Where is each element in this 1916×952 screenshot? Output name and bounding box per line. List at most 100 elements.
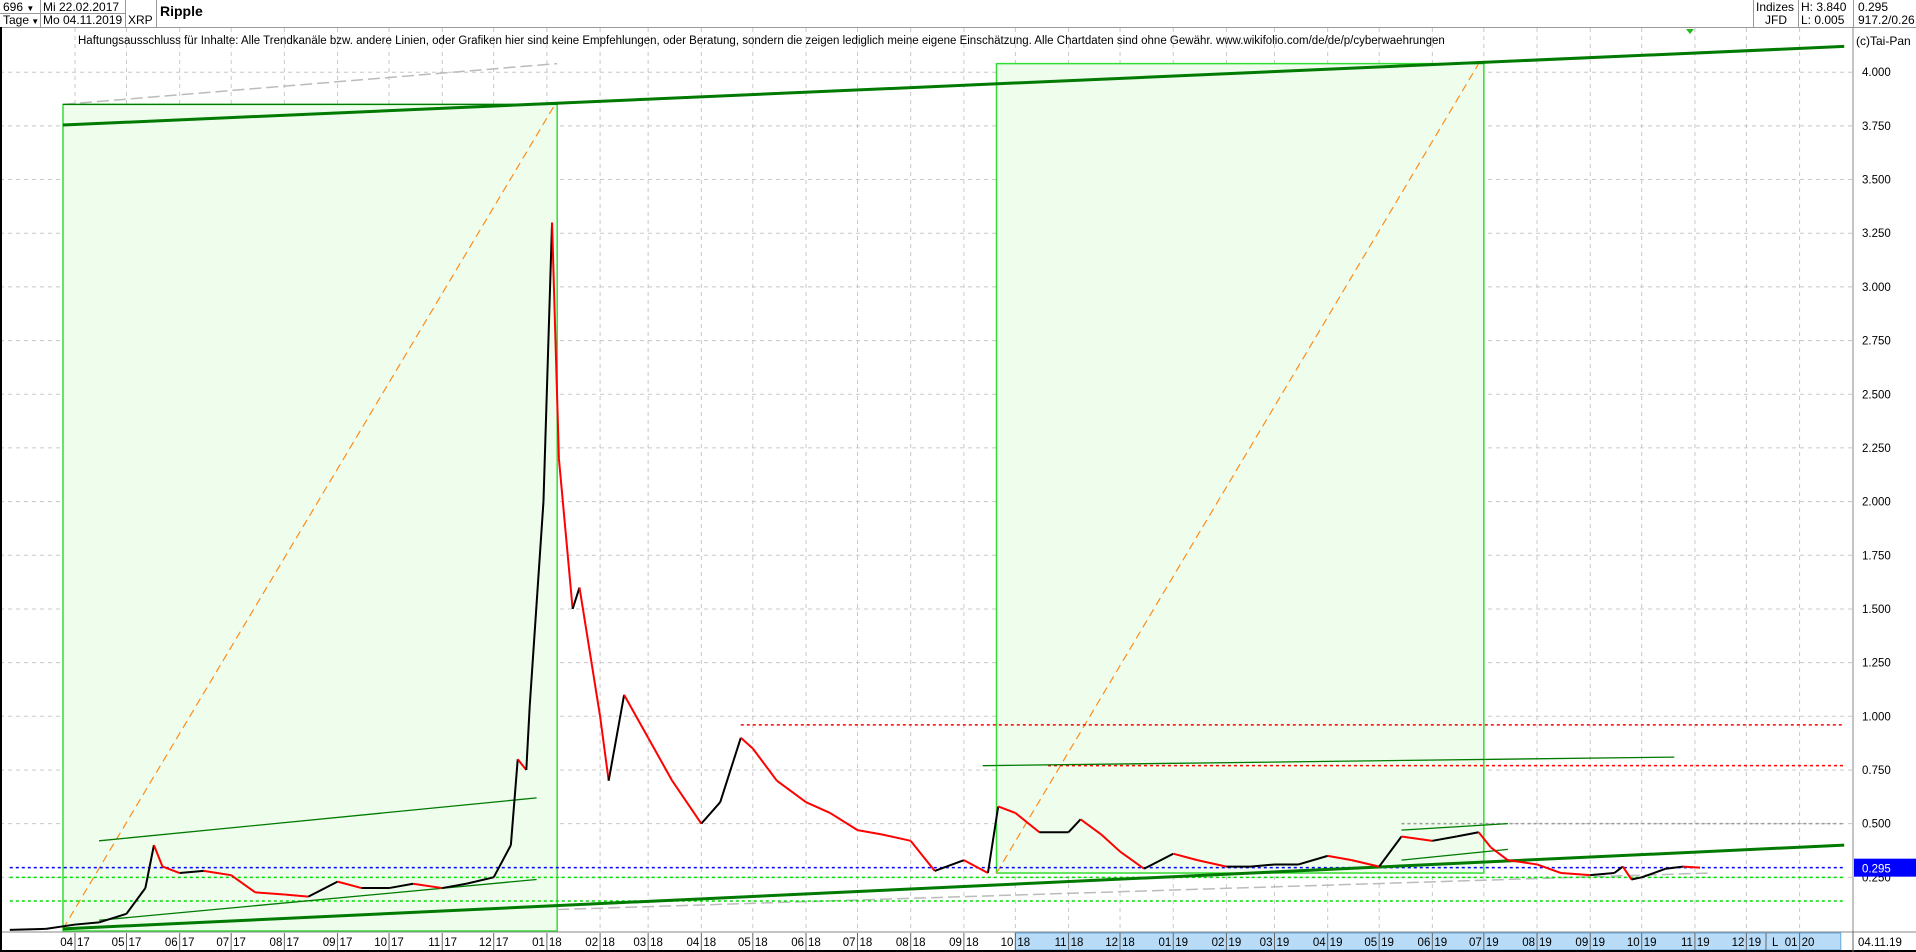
y-tick-label: 2.000	[1862, 497, 1891, 509]
price-segment	[388, 882, 414, 890]
x-tick-label: 12	[1732, 937, 1745, 949]
price-segment	[466, 876, 494, 885]
price-segment	[1641, 867, 1667, 879]
price-segment	[1432, 835, 1457, 842]
price-segment	[776, 779, 807, 803]
price-segment	[1456, 831, 1479, 838]
axis-end-date: 04.11.19	[1858, 937, 1902, 949]
y-tick-label: 3.250	[1862, 228, 1891, 240]
x-tick-label: 11	[1055, 937, 1067, 949]
x-tick-label: 19	[1592, 937, 1605, 949]
x-tick-label: 17	[286, 937, 299, 949]
market-label: Indizes	[1756, 0, 1795, 14]
price-segment	[986, 806, 1000, 874]
price-segment	[599, 716, 610, 781]
x-tick-label: 18	[549, 937, 562, 949]
price-segment	[509, 759, 519, 846]
trend-line	[98, 878, 537, 921]
x-tick-label: 19	[1381, 937, 1394, 949]
price-segment	[571, 587, 581, 610]
price-segment	[829, 812, 859, 831]
projection-box	[995, 62, 1485, 874]
x-tick-label: 18	[650, 937, 663, 949]
high-value: H: 3.840	[1801, 0, 1847, 14]
x-tick-label: 01	[1785, 937, 1798, 949]
disclaimer-text: Haftungsausschluss für Inhalte: Alle Tre…	[78, 35, 1445, 47]
price-segment	[542, 222, 554, 502]
price-segment	[442, 882, 467, 890]
price-segment	[1079, 818, 1102, 836]
x-tick-label: 03	[1260, 937, 1273, 949]
x-tick-label: 07	[216, 937, 229, 949]
x-tick-label: 19	[1330, 937, 1343, 949]
period-select[interactable]: Tage ▼	[3, 14, 39, 27]
x-tick-label: 18	[966, 937, 979, 949]
price-segment	[255, 891, 285, 896]
price-segment	[1401, 835, 1433, 842]
copyright-text: (c)Tai-Pan	[1856, 34, 1911, 48]
price-segment	[647, 737, 674, 782]
price-segment	[934, 859, 965, 872]
x-tick-label: 07	[843, 937, 856, 949]
x-tick-label: 18	[913, 937, 926, 949]
x-tick-label: 08	[270, 937, 283, 949]
x-tick-label: 01	[1158, 937, 1171, 949]
x-tick-label: 17	[496, 937, 509, 949]
y-tick-label: 1.250	[1862, 658, 1891, 670]
y-tick-label: 1.000	[1862, 711, 1891, 723]
price-segment	[1507, 859, 1538, 866]
x-tick-label: 19	[1697, 937, 1710, 949]
price-segment	[307, 880, 339, 898]
x-tick-label: 19	[1486, 937, 1499, 949]
y-tick-label: 3.500	[1862, 175, 1891, 187]
price-segment	[557, 458, 574, 610]
x-tick-label: 19	[1644, 937, 1657, 949]
end-date[interactable]: Mo 04.11.2019	[43, 13, 123, 27]
bar-count-select[interactable]: 696 ▼	[3, 1, 34, 14]
x-tick-label: 19	[1276, 937, 1289, 949]
price-segment	[337, 880, 362, 890]
projection-box	[62, 103, 558, 932]
x-tick-label: 19	[1228, 937, 1241, 949]
x-tick-label: 17	[128, 937, 141, 949]
x-tick-label: 18	[1122, 937, 1135, 949]
x-tick-label: 02	[585, 937, 598, 949]
price-segment	[1621, 866, 1633, 881]
price-segment	[607, 694, 626, 781]
x-tick-label: 08	[1522, 937, 1535, 949]
price-segment	[1298, 854, 1328, 866]
trend-line	[1401, 848, 1508, 861]
price-segment	[1613, 865, 1624, 874]
x-tick-label: 18	[808, 937, 821, 949]
price-segment	[805, 801, 831, 814]
grey-dashed-line	[62, 62, 558, 106]
x-tick-label: 17	[77, 937, 90, 949]
start-date[interactable]: Mi 22.02.2017	[43, 0, 120, 14]
x-tick-label: 10	[1001, 937, 1014, 949]
y-tick-label: 1.750	[1862, 550, 1891, 562]
x-tick-label: 03	[633, 937, 646, 949]
x-tick-label: 05	[1364, 937, 1377, 949]
y-tick-label: 1.500	[1862, 604, 1891, 616]
price-segment	[1560, 872, 1591, 877]
x-tick-label: 18	[755, 937, 768, 949]
price-segment	[1014, 812, 1041, 834]
x-tick-label: 06	[1418, 937, 1431, 949]
price-segment	[9, 927, 46, 931]
x-tick-label: 04	[1313, 937, 1326, 949]
trend-line	[62, 44, 1845, 127]
low-value: L: 0.005	[1801, 13, 1845, 27]
price-segment	[284, 893, 309, 898]
x-tick-label: 18	[1071, 937, 1084, 949]
price-segment	[700, 801, 721, 825]
x-tick-label: 07	[1469, 937, 1482, 949]
price-segment	[153, 844, 164, 867]
x-tick-label: 02	[1212, 937, 1225, 949]
x-tick-label: 18	[1017, 937, 1030, 949]
x-tick-label: 04	[687, 937, 700, 949]
x-tick-label: 09	[949, 937, 962, 949]
symbol: XRP	[128, 13, 153, 27]
header-bar: 696 ▼ Mi 22.02.2017 Tage ▼ Mo 04.11.2019…	[0, 0, 1916, 28]
price-segment	[162, 865, 181, 874]
